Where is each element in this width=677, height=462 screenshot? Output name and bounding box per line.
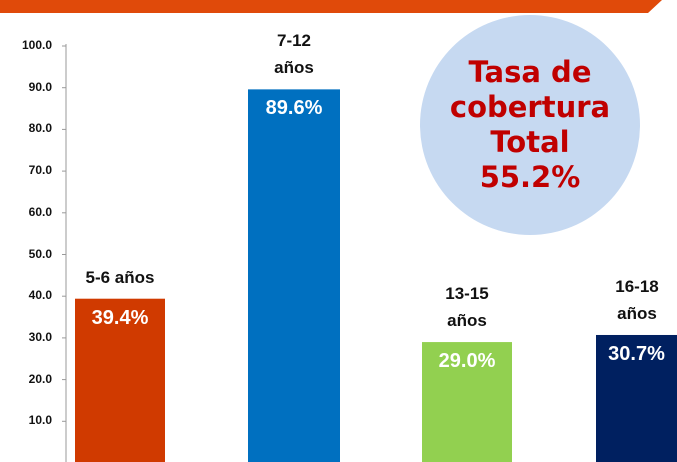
value-label: 89.6% bbox=[265, 97, 323, 120]
y-tick-label: 40.0 bbox=[28, 288, 52, 303]
y-tick-label: 20.0 bbox=[28, 371, 52, 386]
value-label: 29.0% bbox=[438, 350, 496, 373]
value-label: 30.7% bbox=[608, 342, 665, 365]
bar bbox=[422, 342, 512, 462]
category-label: 13-15 años bbox=[445, 284, 489, 331]
category-label: 16-18 años bbox=[615, 276, 659, 323]
y-tick-label: 10.0 bbox=[28, 413, 52, 428]
y-tick-label: 30.0 bbox=[28, 329, 52, 344]
annotation-bubble: Tasa de cobertura Total 55.2% bbox=[420, 15, 640, 235]
category-label: 7-12 años bbox=[274, 31, 314, 78]
y-tick-label: 100.0 bbox=[21, 38, 52, 52]
bar bbox=[75, 298, 165, 462]
category-label: 5-6 años bbox=[85, 267, 155, 287]
y-tick-label: 60.0 bbox=[28, 204, 52, 219]
y-tick-label: 50.0 bbox=[28, 246, 52, 261]
annotation: Tasa de cobertura Total 55.2% bbox=[449, 55, 611, 194]
y-tick-label: 90.0 bbox=[28, 79, 52, 94]
y-tick-label: 70.0 bbox=[28, 163, 52, 178]
bar bbox=[248, 89, 340, 462]
bar bbox=[596, 334, 677, 462]
y-tick-label: 80.0 bbox=[28, 121, 52, 136]
banner bbox=[0, 0, 662, 13]
value-label: 39.4% bbox=[91, 306, 149, 329]
